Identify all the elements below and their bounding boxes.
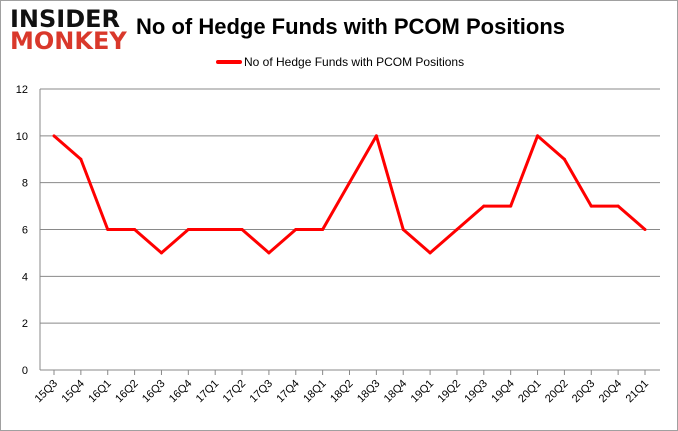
x-tick-label: 18Q4 [382, 378, 410, 406]
x-tick-label: 17Q4 [274, 378, 302, 406]
x-tick-label: 16Q4 [167, 378, 195, 406]
data-point [267, 251, 271, 255]
x-tick-label: 16Q3 [140, 378, 168, 406]
data-point [536, 134, 540, 138]
data-point [106, 228, 110, 231]
data-point [159, 251, 163, 255]
insider-monkey-logo: INSIDER MONKEY [10, 5, 127, 55]
x-tick-label: 18Q3 [355, 378, 383, 406]
x-tick-label: 18Q2 [328, 378, 356, 406]
x-tick-label: 20Q2 [543, 378, 571, 406]
x-tick-label: 19Q2 [436, 378, 464, 406]
data-point [294, 228, 298, 231]
data-point [562, 157, 566, 161]
data-point [428, 251, 432, 255]
x-tick-label: 17Q1 [194, 378, 222, 406]
legend-swatch [216, 60, 242, 64]
x-tick-label: 19Q4 [489, 378, 517, 406]
data-point [348, 181, 351, 185]
data-point [186, 228, 190, 231]
y-tick-label: 4 [22, 271, 28, 283]
y-tick-label: 0 [22, 365, 28, 377]
x-tick-label: 18Q1 [301, 378, 329, 406]
x-tick-label: 19Q1 [409, 378, 437, 406]
data-point [401, 228, 405, 231]
logo-line2: MONKEY [10, 27, 127, 55]
x-tick-label: 20Q1 [516, 378, 544, 406]
data-point [240, 228, 244, 231]
data-point [321, 228, 325, 231]
data-point [374, 134, 378, 138]
x-tick-label: 16Q1 [86, 378, 114, 406]
x-tick-label: 20Q3 [570, 378, 598, 406]
data-point [589, 204, 593, 208]
data-point [79, 157, 83, 161]
y-tick-label: 8 [22, 178, 28, 190]
data-point [616, 204, 620, 208]
data-point [643, 228, 647, 231]
x-tick-label: 15Q4 [59, 378, 87, 406]
x-tick-label: 21Q1 [624, 378, 652, 406]
x-tick-label: 17Q2 [221, 378, 249, 406]
y-tick-label: 2 [22, 318, 28, 330]
y-tick-label: 10 [16, 131, 28, 143]
data-point [509, 204, 513, 208]
data-point [482, 204, 486, 208]
chart-title: No of Hedge Funds with PCOM Positions [136, 14, 565, 39]
y-tick-label: 6 [22, 225, 28, 237]
legend-label: No of Hedge Funds with PCOM Positions [244, 55, 465, 69]
data-point [455, 228, 459, 231]
legend: No of Hedge Funds with PCOM Positions [216, 55, 464, 69]
x-tick-label: 20Q4 [597, 378, 625, 406]
x-tick-label: 15Q3 [33, 378, 61, 406]
x-tick-label: 16Q2 [113, 378, 141, 406]
data-point [133, 228, 137, 231]
x-tick-label: 17Q3 [248, 378, 276, 406]
series-line [53, 134, 646, 255]
data-point [52, 134, 56, 138]
x-tick-label: 19Q3 [462, 378, 490, 406]
data-point [213, 228, 217, 231]
y-tick-label: 12 [16, 84, 28, 96]
logo-line1: INSIDER [10, 5, 121, 33]
